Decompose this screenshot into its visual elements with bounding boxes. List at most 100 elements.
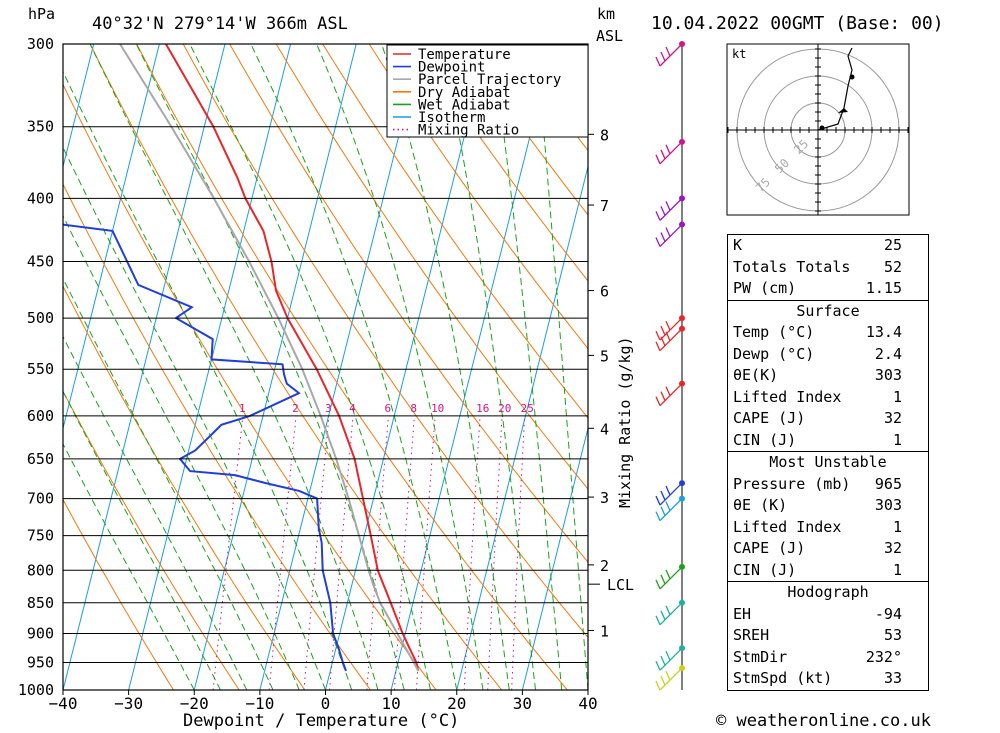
hpa-unit-label: hPa [28, 5, 55, 23]
legend-label: Parcel Trajectory [418, 72, 561, 88]
temperature-tick-label: 20 [447, 694, 466, 713]
section-title-hodograph: Hodograph [787, 583, 869, 601]
mu-row: θE (K) 303 [728, 495, 928, 517]
height-tick-label: 3 [600, 489, 609, 507]
pressure-tick-label: 650 [27, 450, 54, 468]
index-value: 1 [892, 560, 902, 579]
pressure-tick-label: 850 [27, 594, 54, 612]
index-label: StmDir [733, 647, 788, 666]
index-value: 303 [874, 366, 902, 384]
plot-frame [62, 43, 589, 691]
wet-adiabat-line [89, 44, 379, 690]
hodo-row: SREH 53 [728, 625, 928, 647]
pressure-tick-label: 700 [27, 490, 54, 508]
isotherm-line [521, 426, 588, 690]
index-label: SREH [733, 626, 770, 644]
pressure-tick-label: 400 [27, 189, 54, 207]
temperature-tick-label: 40 [578, 694, 597, 713]
isotherm-line [63, 44, 160, 431]
index-label: θE (K) [733, 496, 788, 514]
axes: 3003504004505005506006507007508008509009… [18, 35, 634, 713]
wind-barb [655, 566, 683, 590]
hodograph-point [819, 125, 825, 131]
mixing-ratio-line [366, 415, 389, 690]
isotherm-line [128, 44, 292, 690]
index-label: CAPE (J) [733, 409, 806, 427]
index-label: Pressure (mb) [733, 474, 851, 493]
wet-adiabat-line [316, 44, 484, 690]
wind-barb [655, 317, 683, 341]
lcl-label: LCL [607, 576, 634, 594]
index-label: Dewp (°C) [733, 344, 815, 363]
mixing-ratio-label: 3 [325, 402, 332, 415]
dry-adiabat-line [275, 44, 588, 490]
dry-adiabat-line [415, 44, 588, 282]
pressure-tick-label: 450 [27, 253, 54, 271]
wind-barb [655, 141, 683, 165]
index-row-pw: PW (cm) 1.15 [728, 278, 928, 300]
isotherm-line [193, 44, 357, 690]
wet-adiabat-line [63, 146, 326, 690]
index-value: 232° [865, 647, 902, 666]
wind-barb [655, 328, 683, 352]
pressure-tick-label: 750 [27, 527, 54, 545]
height-tick-label: 5 [600, 347, 609, 365]
index-row-k: K 25 [728, 235, 928, 257]
dry-adiabat-line [182, 44, 588, 639]
credit-text: © weatheronline.co.uk [716, 711, 931, 731]
datetime-title: 10.04.2022 00GMT (Base: 00) [651, 13, 944, 34]
mu-row: CIN (J) 1 [728, 560, 928, 582]
index-label: EH [733, 604, 752, 623]
mixing-ratio-label: 4 [349, 402, 356, 415]
temperature-tick-label: 10 [381, 694, 400, 713]
wind-barb-column [655, 41, 685, 691]
index-value: 965 [874, 474, 902, 493]
legend-label: Isotherm [418, 110, 485, 126]
dry-adiabat-line [229, 44, 588, 563]
dry-adiabat-line [461, 44, 588, 216]
mixing-ratio-label: 2 [292, 402, 299, 415]
dry-adiabat-line [89, 44, 503, 690]
surface-row: θE(K) 303 [728, 365, 928, 387]
wind-barb [655, 498, 683, 522]
wet-adiabat-line [189, 44, 431, 690]
index-label: Temp (°C) [733, 323, 815, 341]
hodograph-storm-motion-arrow [838, 108, 848, 113]
indices-most-unstable: Most Unstable Pressure (mb) 965 θE (K) 303… [728, 451, 928, 581]
hodograph-point [849, 74, 855, 80]
legend-label: Temperature [418, 47, 511, 63]
temperature-tick-label: 0 [321, 694, 331, 713]
indices-table: K 25 Totals Totals 52 PW (cm) 1.15 Surface … [727, 234, 929, 691]
index-value: 303 [874, 496, 902, 514]
index-label: PW (cm) [733, 279, 797, 297]
temperature-tick-label: −10 [245, 694, 274, 713]
index-value: -94 [874, 604, 902, 623]
index-label: Lifted Index [733, 517, 842, 536]
indices-surface: Surface Temp (°C) 13.4 Dewp (°C) 2.4 θE(K)… [728, 299, 928, 452]
km-unit-label: km [597, 5, 615, 23]
wind-barb [655, 602, 683, 626]
pressure-tick-label: 300 [27, 35, 54, 53]
index-label: CIN (J) [733, 430, 797, 449]
dry-adiabat-line [63, 285, 306, 690]
height-tick-label: 4 [600, 420, 609, 438]
wind-barb [655, 482, 683, 506]
hodograph-trace [817, 47, 853, 131]
index-label: CIN (J) [733, 560, 797, 579]
section-title-surface: Surface [796, 301, 860, 320]
index-label: CAPE (J) [733, 539, 806, 557]
temperature-tick-label: −40 [49, 694, 78, 713]
surface-row: CIN (J) 1 [728, 430, 928, 452]
isotherm-line [390, 44, 554, 690]
pressure-tick-label: 600 [27, 407, 54, 425]
mixing-ratio-label: 16 [476, 402, 489, 415]
wind-barb [655, 647, 683, 671]
height-tick-label: 2 [600, 557, 609, 575]
series-line-dewpoint [63, 223, 347, 672]
dry-adiabat-line [63, 498, 175, 690]
wind-barb [655, 383, 683, 407]
index-label: θE(K) [733, 366, 779, 384]
